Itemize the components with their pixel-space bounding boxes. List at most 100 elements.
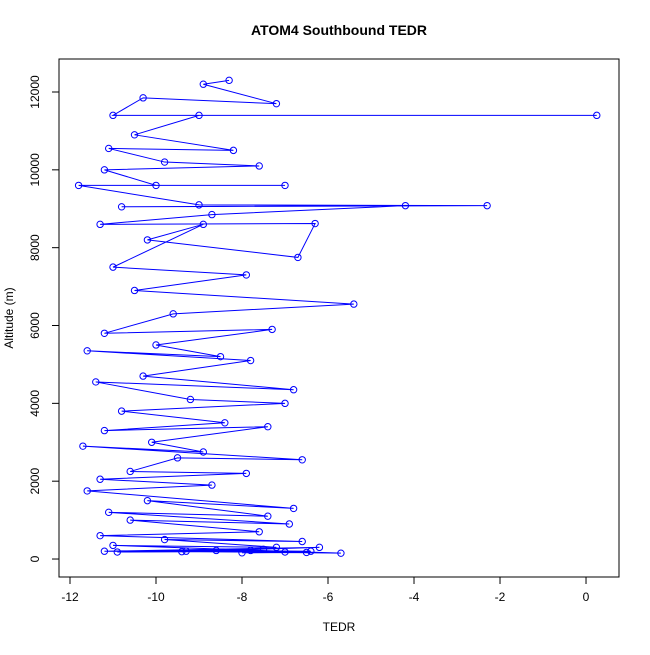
data-point xyxy=(225,76,233,85)
data-point xyxy=(246,356,255,365)
data-point xyxy=(74,181,83,190)
data-point xyxy=(208,210,216,219)
y-axis-label: Altitude (m) xyxy=(2,287,16,348)
data-point xyxy=(79,442,87,450)
data-point xyxy=(238,549,246,557)
data-point xyxy=(117,203,126,211)
data-point xyxy=(100,329,109,337)
data-point xyxy=(148,438,156,446)
x-tick-label: -4 xyxy=(409,590,420,604)
data-point xyxy=(272,543,281,552)
data-point xyxy=(100,547,109,555)
data-point xyxy=(186,395,195,404)
data-point xyxy=(311,219,319,228)
data-point xyxy=(178,547,186,556)
data-point xyxy=(143,236,152,244)
data-point xyxy=(298,537,306,546)
data-point xyxy=(152,341,160,349)
data-point xyxy=(212,546,220,555)
data-point xyxy=(117,407,126,415)
data-point xyxy=(105,508,113,517)
data-point xyxy=(272,99,281,108)
data-point xyxy=(195,111,203,120)
data-point xyxy=(242,271,251,279)
data-point xyxy=(139,372,147,380)
data-point xyxy=(139,94,147,102)
data-point xyxy=(285,520,294,528)
data-point xyxy=(281,399,289,408)
y-tick-label: 12000 xyxy=(28,75,42,109)
y-tick-label: 2000 xyxy=(28,468,42,495)
data-point xyxy=(208,481,216,489)
data-point xyxy=(83,487,91,495)
y-tick-label: 10000 xyxy=(28,153,42,187)
data-point xyxy=(199,220,208,229)
data-point xyxy=(130,286,139,295)
data-point xyxy=(160,158,169,166)
data-point xyxy=(83,347,91,355)
data-point xyxy=(255,162,263,170)
data-point xyxy=(337,549,345,557)
x-axis-label: TEDR xyxy=(323,620,356,634)
data-point xyxy=(289,504,298,513)
data-point xyxy=(242,469,251,478)
y-tick-label: 0 xyxy=(28,555,42,562)
data-point xyxy=(96,531,104,540)
chart-title: ATOM4 Southbound TEDR xyxy=(251,22,427,38)
data-point xyxy=(173,454,182,462)
data-point xyxy=(92,378,100,386)
data-point xyxy=(289,386,298,394)
data-point xyxy=(109,111,117,120)
y-tick-label: 6000 xyxy=(28,312,42,339)
data-point xyxy=(593,111,601,120)
data-point xyxy=(302,548,311,557)
data-point xyxy=(268,325,276,334)
data-point xyxy=(100,426,109,435)
data-point xyxy=(96,475,104,483)
data-point xyxy=(307,547,315,555)
data-point xyxy=(109,263,117,271)
data-point xyxy=(130,131,139,139)
data-point xyxy=(126,516,134,524)
data-point xyxy=(199,80,208,88)
data-point xyxy=(294,253,302,262)
y-tick-label: 8000 xyxy=(28,234,42,261)
data-point xyxy=(113,548,122,556)
data-point xyxy=(160,535,169,544)
data-point xyxy=(152,181,160,190)
data-point xyxy=(109,541,117,550)
data-point xyxy=(96,220,104,229)
data-line xyxy=(78,79,597,554)
data-point xyxy=(229,146,238,155)
x-tick-label: -12 xyxy=(61,590,79,604)
data-point xyxy=(105,144,113,153)
data-point xyxy=(401,201,410,210)
data-point xyxy=(350,300,358,308)
data-point xyxy=(246,546,255,555)
data-point xyxy=(259,545,268,553)
data-point xyxy=(199,448,208,456)
data-point xyxy=(100,166,109,174)
data-point xyxy=(281,181,289,190)
data-point xyxy=(126,467,134,476)
data-point xyxy=(216,352,225,361)
x-tick-label: -8 xyxy=(237,590,248,604)
data-point xyxy=(195,201,203,209)
y-tick-label: 4000 xyxy=(28,390,42,417)
data-point xyxy=(221,419,229,427)
data-point xyxy=(264,512,272,520)
data-point xyxy=(255,528,263,536)
data-point xyxy=(483,201,491,210)
plot-frame xyxy=(58,58,620,578)
x-tick-label: -6 xyxy=(323,590,334,604)
data-point xyxy=(264,422,272,431)
data-point xyxy=(298,456,306,464)
data-point xyxy=(281,548,289,556)
data-point xyxy=(143,496,152,505)
data-point xyxy=(182,547,190,555)
data-point xyxy=(169,310,177,318)
x-tick-label: -10 xyxy=(147,590,165,604)
x-tick-label: 0 xyxy=(583,590,590,604)
x-tick-label: -2 xyxy=(495,590,506,604)
